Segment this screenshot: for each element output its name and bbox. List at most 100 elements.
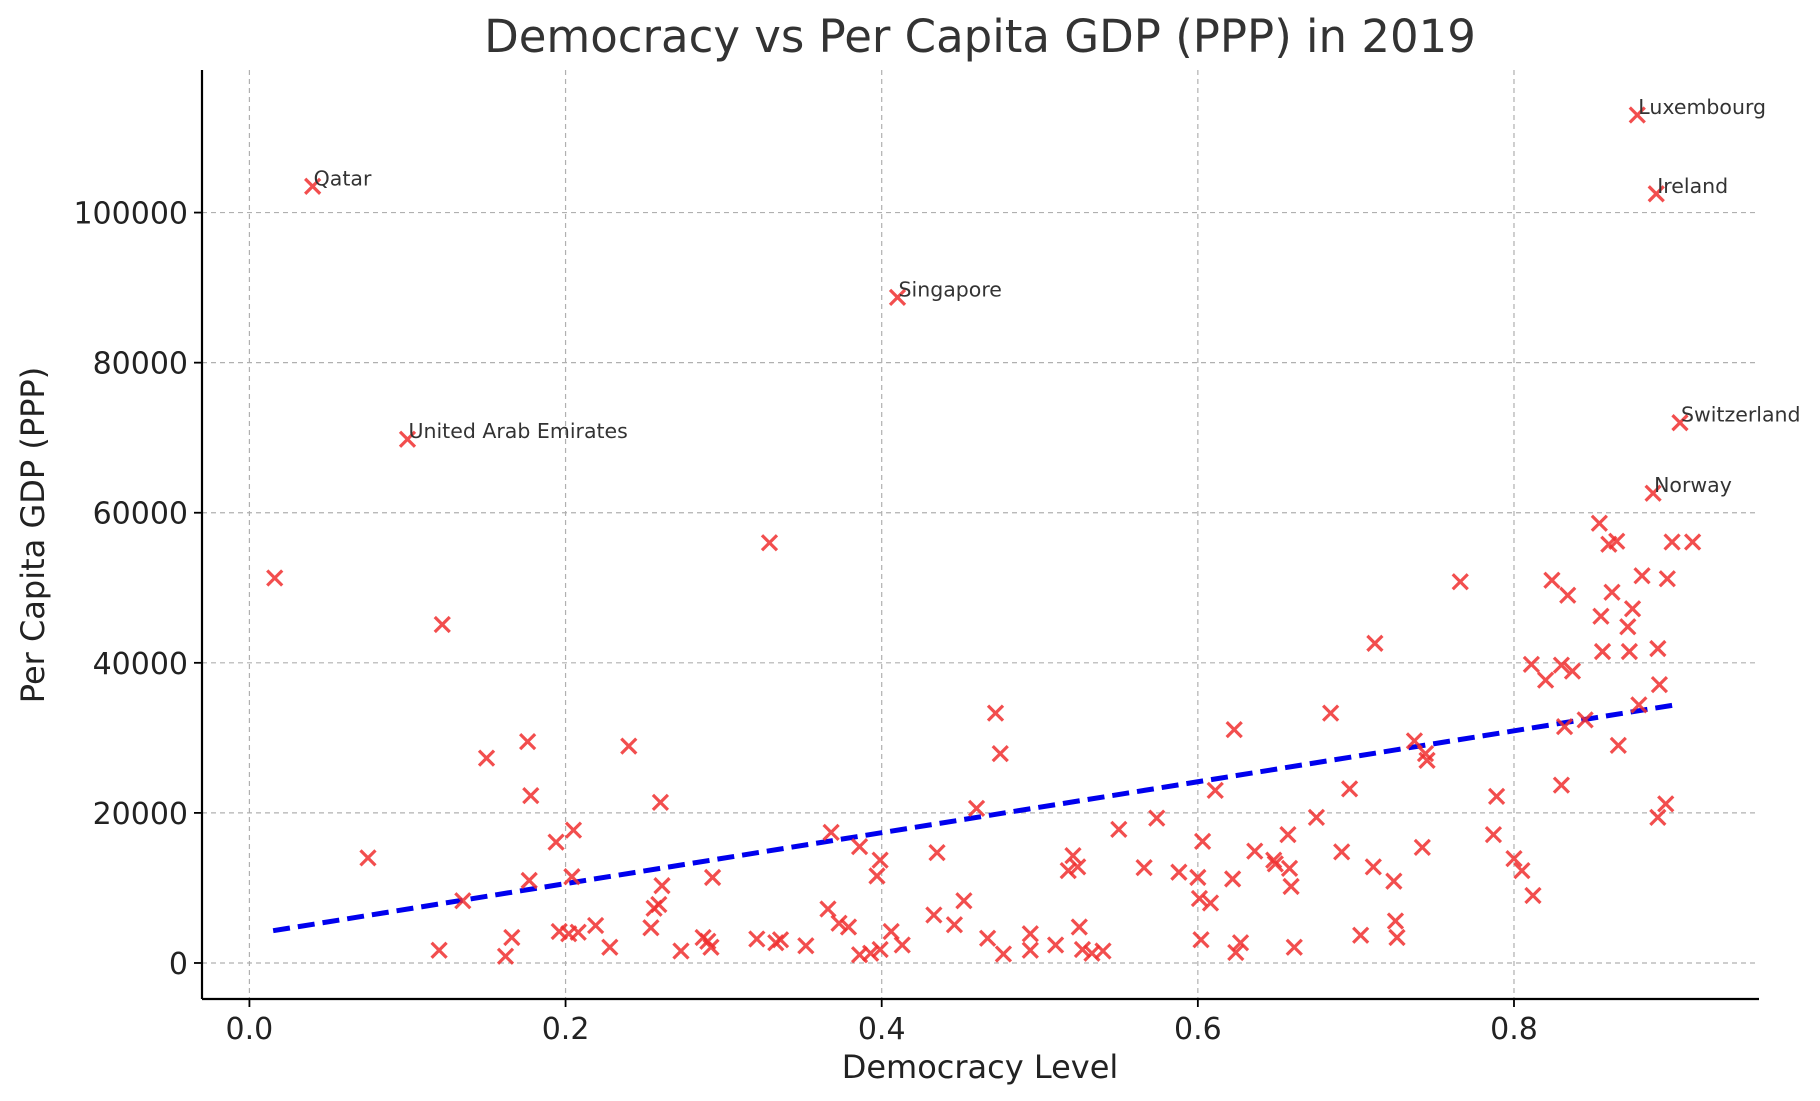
data-point (1364, 858, 1382, 876)
data-point (477, 749, 496, 767)
data-point (1513, 862, 1531, 880)
data-point (1649, 808, 1667, 827)
data-point (1073, 940, 1092, 959)
data-point (1070, 918, 1088, 936)
y-axis-label: Per Capita GDP (PPP) (14, 367, 52, 703)
data-point (1366, 634, 1384, 652)
data-point (850, 838, 869, 856)
data-point (703, 868, 722, 887)
data-point (1620, 642, 1639, 661)
data-point (520, 871, 538, 890)
data-point (967, 799, 986, 818)
data-point (882, 922, 900, 941)
data-point (1628, 106, 1646, 124)
data-point (601, 938, 619, 956)
data-point (1650, 675, 1669, 694)
data-point (1388, 928, 1406, 947)
data-point (797, 937, 815, 955)
data-point (1307, 808, 1326, 827)
data-point (1683, 533, 1702, 551)
data-point (1223, 870, 1242, 888)
data-point (1647, 185, 1665, 203)
data-point (1069, 858, 1087, 876)
data-point (1189, 868, 1207, 887)
data-point (830, 914, 848, 932)
point-annotation: Qatar (314, 166, 372, 190)
data-point (1227, 943, 1245, 962)
data-point (454, 892, 472, 910)
data-point (1352, 926, 1370, 944)
data-point (1484, 826, 1503, 844)
data-point (1658, 570, 1676, 588)
data-point (304, 177, 322, 195)
data-point (925, 906, 943, 924)
data-point (1021, 925, 1039, 943)
data-point (1385, 872, 1403, 890)
data-point (1592, 607, 1610, 625)
data-point (620, 737, 638, 755)
data-point (1225, 720, 1243, 739)
data-point (1285, 938, 1303, 956)
data-point (564, 821, 583, 839)
x-tick-label: 0.4 (858, 1012, 906, 1047)
data-point (1487, 787, 1506, 806)
data-point (1552, 776, 1571, 794)
x-axis-label: Democracy Level (842, 1048, 1119, 1086)
data-point (1190, 889, 1209, 908)
data-point (819, 900, 837, 918)
data-point (839, 918, 858, 936)
point-annotation: United Arab Emirates (408, 419, 627, 443)
data-point (748, 930, 766, 948)
data-point (1633, 567, 1651, 585)
point-annotation: Switzerland (1681, 403, 1801, 427)
data-point (1231, 934, 1250, 952)
data-point (266, 569, 284, 587)
data-point (398, 430, 417, 448)
x-tick-label: 0.6 (1174, 1012, 1222, 1047)
data-point (1603, 583, 1621, 601)
data-point (1110, 820, 1128, 839)
data-point (868, 867, 886, 885)
data-point (702, 938, 720, 956)
data-point (888, 288, 907, 307)
data-point (1340, 780, 1359, 798)
data-point (563, 868, 581, 886)
data-point (871, 851, 889, 869)
data-point (359, 849, 377, 867)
data-point (1657, 795, 1675, 813)
x-tick-label: 0.0 (226, 1012, 274, 1047)
point-annotation: Singapore (899, 277, 1002, 301)
data-point (986, 704, 1005, 722)
data-point (1619, 618, 1637, 636)
data-point (496, 947, 515, 965)
trend-line (272, 701, 1681, 934)
data-point (547, 833, 565, 851)
x-tick-label: 0.8 (1490, 1012, 1538, 1047)
data-point (1094, 942, 1112, 960)
point-annotation: Ireland (1657, 174, 1728, 198)
data-point (1451, 573, 1469, 591)
data-point (1279, 826, 1297, 844)
data-point (1059, 862, 1077, 880)
data-point (1201, 894, 1220, 912)
data-point (1590, 514, 1608, 532)
data-point (1321, 704, 1340, 722)
data-point (1280, 859, 1299, 878)
chart-title: Democracy vs Per Capita GDP (PPP) in 201… (484, 10, 1476, 63)
data-point (1135, 859, 1153, 877)
data-point (1206, 781, 1224, 800)
data-point (893, 936, 911, 954)
data-point (760, 534, 779, 552)
data-point (1576, 711, 1594, 729)
data-point (1046, 936, 1065, 954)
y-tick-label: 60000 (93, 497, 188, 532)
data-point (1505, 850, 1523, 868)
y-tick-label: 100000 (73, 197, 188, 232)
x-tick-label: 0.2 (542, 1012, 590, 1047)
grid-lines (202, 70, 1759, 999)
data-point (1536, 671, 1555, 689)
data-point (503, 928, 521, 947)
data-point (1644, 484, 1662, 502)
